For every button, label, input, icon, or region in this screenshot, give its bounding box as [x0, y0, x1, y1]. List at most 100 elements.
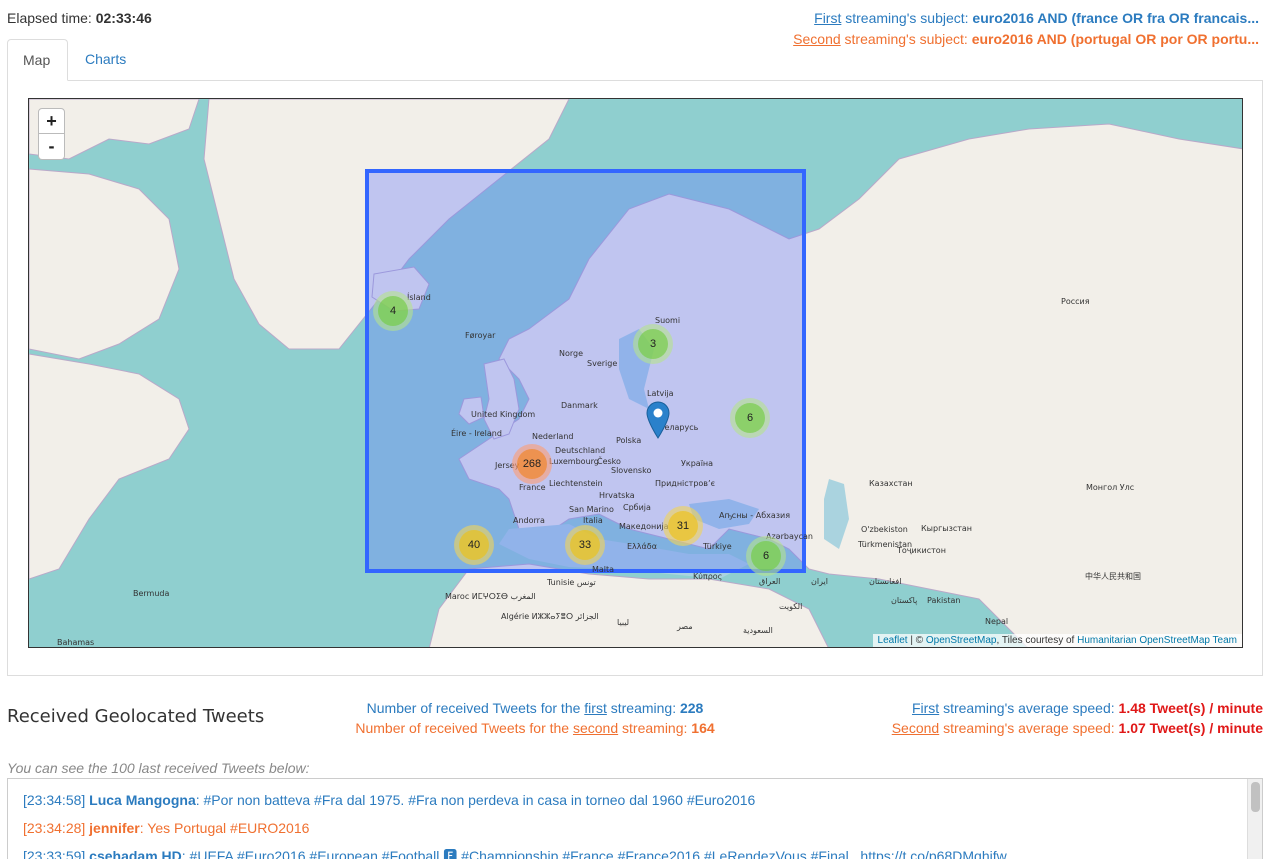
map-label: Azərbaycan	[766, 532, 813, 541]
tweet-list-scrollbar[interactable]	[1247, 779, 1262, 859]
map-tiles	[29, 99, 1242, 647]
map-label: Тоҷикистон	[897, 546, 946, 555]
map-label: Ísland	[407, 293, 431, 302]
map-label: Danmark	[561, 401, 598, 410]
tweet-text: : Yes Portugal #EURO2016	[139, 820, 310, 836]
first-subject-query: euro2016 AND (france OR fra OR francais.…	[972, 10, 1259, 26]
map-label: Hrvatska	[599, 491, 635, 500]
tweet-time: [23:33:59]	[23, 848, 86, 859]
elapsed-value: 02:33:46	[95, 10, 152, 26]
cluster-count: 6	[735, 403, 765, 433]
first-count-ordinal: first	[584, 700, 607, 716]
map-label: مصر	[677, 622, 693, 631]
attribution-sep: | ©	[907, 635, 926, 646]
list-item: [23:34:58] Luca Mangogna: #Por non batte…	[23, 792, 755, 808]
tab-bar: Map Charts	[7, 39, 1263, 81]
map-label: Македонија	[619, 522, 669, 531]
tweet-user[interactable]: jennifer	[89, 820, 140, 836]
map-label: Монгол Улс	[1086, 483, 1135, 492]
list-item: [23:34:28] jennifer: Yes Portugal #EURO2…	[23, 820, 309, 836]
map-label: Россия	[1061, 297, 1090, 306]
map-label: 中华人民共和国	[1085, 572, 1141, 581]
map-label: France	[519, 483, 546, 492]
map[interactable]: + - Ísland Føroyar Norge Sverige Suomi L…	[28, 98, 1243, 648]
map-label: Latvija	[647, 389, 674, 398]
tab-map[interactable]: Map	[7, 39, 68, 81]
marker-cluster[interactable]: 6	[730, 398, 770, 438]
attribution-tiles: , Tiles courtesy of	[996, 635, 1078, 646]
first-speed-value: 1.48 Tweet(s) / minute	[1118, 700, 1263, 716]
map-label: Nederland	[532, 432, 574, 441]
first-speed-ordinal: First	[911, 700, 940, 716]
map-label: United Kingdom	[471, 410, 536, 419]
marker-cluster[interactable]: 4	[373, 291, 413, 331]
map-label: Maroc ⵍⵎⵖⵔⵉⴱ المغرب	[445, 592, 536, 601]
map-label: Придністровʼє	[655, 479, 715, 488]
osm-link[interactable]: OpenStreetMap	[925, 635, 997, 646]
map-label: Jersey	[495, 461, 520, 470]
tweet-time: [23:34:58]	[23, 792, 86, 808]
hot-link[interactable]: Humanitarian OpenStreetMap Team	[1077, 635, 1237, 646]
map-label: پاکستان	[891, 596, 918, 605]
tweet-counts: Number of received Tweets for the first …	[300, 698, 770, 738]
map-label: San Marino	[569, 505, 614, 514]
map-label: Pakistan	[927, 596, 961, 605]
received-tweets-title: Received Geolocated Tweets	[7, 706, 265, 727]
map-label: Türkmenistan	[858, 540, 913, 549]
second-speed: Second streaming's average speed: 1.07 T…	[892, 718, 1263, 738]
cluster-count: 33	[570, 530, 600, 560]
map-label: Malta	[592, 565, 615, 574]
tweet-user[interactable]: csehadam HD	[89, 848, 182, 859]
map-label: Казахстан	[869, 479, 913, 488]
map-label: Кыргызстан	[921, 524, 973, 533]
marker-cluster[interactable]: 6	[746, 536, 786, 576]
map-label: Éire - Ireland	[451, 429, 502, 438]
tweet-list[interactable]: [23:34:58] Luca Mangogna: #Por non batte…	[7, 778, 1263, 859]
map-label: Nepal	[985, 617, 1009, 626]
first-count-post: streaming:	[610, 700, 677, 716]
marker-cluster[interactable]: 268	[512, 444, 552, 484]
map-label: العراق	[759, 577, 781, 586]
tab-panel	[7, 80, 1263, 676]
average-speeds: First streaming's average speed: 1.48 Tw…	[892, 698, 1263, 738]
cluster-count: 3	[638, 329, 668, 359]
cluster-count: 40	[459, 530, 489, 560]
tweet-text: : #UEFA #Euro2016 #European #Football 🅵 …	[181, 848, 1007, 859]
leaflet-link[interactable]: Leaflet	[877, 635, 908, 646]
map-label: Andorra	[513, 516, 545, 525]
first-subject-ordinal: First	[814, 10, 842, 26]
zoom-in-button[interactable]: +	[38, 108, 65, 134]
scrollbar-thumb[interactable]	[1251, 782, 1260, 812]
map-label: Ελλάδα	[627, 542, 657, 551]
cluster-count: 4	[378, 296, 408, 326]
marker-cluster[interactable]: 40	[454, 525, 494, 565]
map-label: Sverige	[587, 359, 618, 368]
map-marker-icon[interactable]	[646, 401, 670, 439]
first-count: Number of received Tweets for the first …	[300, 698, 770, 718]
marker-cluster[interactable]: 33	[565, 525, 605, 565]
map-label: Føroyar	[465, 331, 496, 340]
map-label: Bahamas	[57, 638, 95, 647]
second-count-post: streaming:	[622, 720, 688, 736]
marker-cluster[interactable]: 3	[633, 324, 673, 364]
tweets-hint: You can see the 100 last received Tweets…	[7, 760, 310, 776]
second-count-value: 164	[691, 720, 715, 736]
second-speed-label: streaming's average speed:	[943, 720, 1115, 736]
zoom-out-button[interactable]: -	[38, 134, 65, 160]
list-item: [23:33:59] csehadam HD: #UEFA #Euro2016 …	[23, 846, 1007, 859]
map-label: Україна	[681, 459, 714, 468]
map-label: ایران	[811, 577, 828, 586]
map-label: الكويت	[779, 602, 803, 611]
cluster-count: 31	[668, 511, 698, 541]
map-label: O'zbekiston	[861, 525, 908, 534]
map-label: Аҧсны - Абхазия	[719, 511, 791, 520]
first-count-value: 228	[679, 700, 704, 716]
tweet-user[interactable]: Luca Mangogna	[89, 792, 196, 808]
tab-charts[interactable]: Charts	[85, 51, 127, 67]
second-speed-ordinal: Second	[891, 720, 940, 736]
map-label: Italia	[583, 516, 603, 525]
map-label: السعودية	[743, 626, 773, 635]
map-label: Bermuda	[133, 589, 170, 598]
marker-cluster[interactable]: 31	[663, 506, 703, 546]
first-count-pre: Number of received Tweets for the	[366, 700, 581, 716]
